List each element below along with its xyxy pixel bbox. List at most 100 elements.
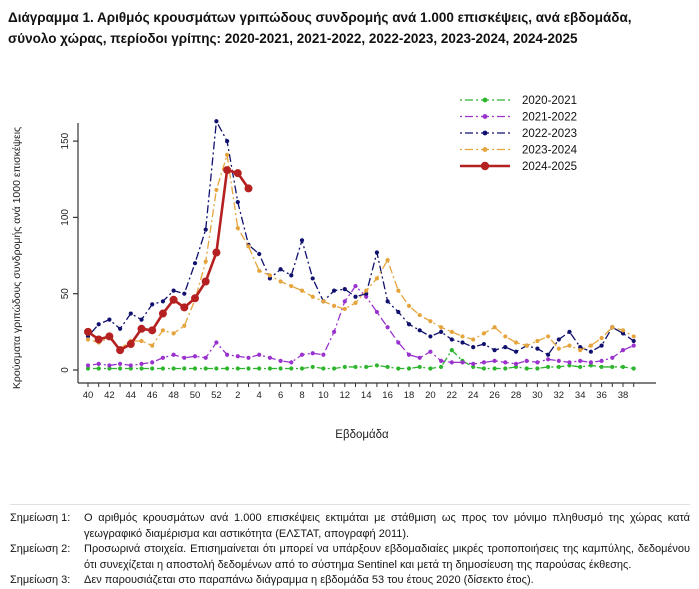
series-point-2022-2023	[203, 227, 208, 232]
series-point-2022-2023	[620, 331, 626, 336]
x-tick-label: 48	[168, 390, 179, 401]
series-point-2023-2024	[257, 268, 262, 273]
series-point-2024-2025	[84, 327, 92, 336]
series-point-2021-2022	[396, 340, 401, 345]
series-point-2022-2023	[492, 348, 497, 353]
series-point-2024-2025	[180, 303, 189, 312]
series-point-2022-2023	[310, 276, 315, 281]
series-point-2021-2022	[503, 360, 508, 365]
legend-marker-2020-2021	[482, 97, 488, 103]
series-point-2022-2023	[342, 287, 347, 292]
title-line-1: Διάγραμμα 1. Αριθμός κρουσμάτων γριπώδου…	[8, 10, 632, 25]
series-point-2023-2024	[182, 323, 187, 328]
series-point-2024-2025	[169, 295, 178, 304]
series-point-2022-2023	[460, 340, 465, 345]
series-point-2021-2022	[374, 309, 379, 315]
x-tick-label: 50	[190, 390, 201, 401]
note-1: Σημείωση 1: Ο αριθμός κρουσμάτων ανά 1.00…	[10, 511, 690, 542]
series-point-2024-2025	[223, 166, 232, 175]
series-line-2021-2022	[87, 285, 634, 367]
series-point-2023-2024	[332, 303, 337, 309]
series-point-2022-2023	[449, 337, 454, 342]
series-point-2021-2022	[417, 355, 422, 360]
y-tick-label: 100	[60, 209, 71, 226]
series-point-2022-2023	[299, 238, 305, 243]
series-point-2020-2021	[588, 363, 594, 368]
series-point-2022-2023	[150, 302, 155, 307]
series-point-2020-2021	[535, 366, 540, 371]
series-point-2022-2023	[225, 139, 230, 144]
series-point-2023-2024	[85, 337, 91, 342]
series-point-2021-2022	[289, 360, 294, 365]
series-point-2024-2025	[116, 346, 125, 355]
series-point-2022-2023	[353, 294, 358, 299]
series-point-2022-2023	[128, 311, 133, 316]
series-point-2021-2022	[556, 358, 561, 363]
note-3: Σημείωση 3: Δεν παρουσιάζεται στο παραπάν…	[10, 573, 690, 589]
series-point-2021-2022	[428, 349, 433, 354]
y-tick-label: 50	[60, 288, 71, 300]
note-text: Ο αριθμός κρουσμάτων ανά 1.000 επισκέψει…	[84, 512, 690, 540]
legend-marker-2023-2024	[482, 147, 488, 152]
series-point-2021-2022	[203, 355, 208, 360]
series-point-2021-2022	[535, 360, 540, 365]
x-tick-label: 18	[404, 390, 415, 401]
series-point-2024-2025	[233, 169, 242, 178]
series-point-2022-2023	[406, 322, 412, 327]
legend-marker-2024-2025	[480, 161, 490, 171]
series-point-2023-2024	[310, 294, 315, 299]
series-point-2023-2024	[160, 328, 165, 333]
series-point-2022-2023	[267, 276, 272, 281]
x-tick-label: 32	[554, 390, 565, 401]
x-tick-label: 46	[147, 390, 158, 401]
series-point-2023-2024	[513, 340, 519, 345]
series-point-2022-2023	[289, 273, 294, 278]
series-point-2024-2025	[201, 277, 210, 286]
series-point-2020-2021	[396, 366, 401, 371]
series-point-2021-2022	[235, 354, 240, 359]
x-axis-title: Εβδομάδα	[335, 429, 389, 441]
x-tick-label: 24	[468, 390, 479, 401]
series-point-2021-2022	[225, 352, 230, 357]
series-point-2021-2022	[406, 352, 412, 357]
y-tick-label: 0	[60, 367, 71, 373]
series-point-2020-2021	[128, 366, 133, 371]
series-point-2021-2022	[96, 361, 101, 366]
series-point-2021-2022	[353, 283, 358, 289]
x-tick-label: 2	[235, 390, 240, 401]
series-point-2021-2022	[439, 358, 444, 363]
series-point-2020-2021	[567, 363, 572, 368]
series-point-2021-2022	[481, 360, 486, 365]
x-tick-label: 52	[211, 390, 222, 401]
series-point-2023-2024	[417, 312, 422, 318]
series-point-2021-2022	[610, 355, 615, 360]
series-point-2022-2023	[631, 338, 636, 344]
series-point-2023-2024	[546, 334, 551, 339]
series-point-2020-2021	[546, 364, 551, 370]
series-point-2023-2024	[481, 331, 486, 336]
series-point-2020-2021	[96, 366, 101, 371]
y-tick-label: 150	[60, 132, 71, 149]
x-tick-label: 12	[340, 390, 351, 401]
series-point-2022-2023	[578, 345, 583, 350]
series-point-2023-2024	[385, 258, 390, 263]
series-point-2024-2025	[148, 326, 157, 335]
series-point-2021-2022	[578, 358, 583, 363]
series-point-2022-2023	[171, 288, 176, 293]
series-point-2022-2023	[428, 334, 433, 339]
series-line-2020-2021	[88, 349, 634, 370]
series-point-2020-2021	[620, 364, 626, 370]
series-point-2023-2024	[406, 303, 412, 309]
series-point-2023-2024	[342, 306, 347, 312]
x-tick-label: 44	[126, 390, 137, 401]
series-point-2022-2023	[235, 200, 240, 205]
series-point-2023-2024	[567, 343, 572, 348]
series-point-2022-2023	[503, 345, 508, 350]
series-point-2024-2025	[126, 340, 135, 349]
legend-label-2022-2023: 2022-2023	[522, 128, 577, 140]
series-line-2024-2025	[87, 168, 250, 352]
series-point-2023-2024	[620, 328, 626, 333]
series-point-2021-2022	[599, 358, 604, 363]
series-point-2023-2024	[214, 187, 219, 193]
series-point-2024-2025	[105, 332, 114, 341]
